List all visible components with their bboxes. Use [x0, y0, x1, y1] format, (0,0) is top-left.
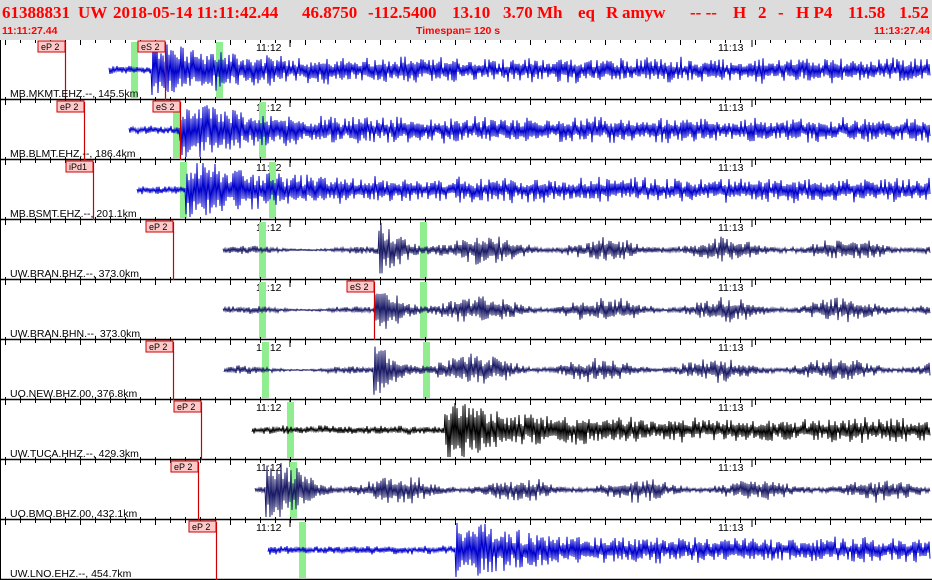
waveform-trace[interactable]	[222, 293, 931, 329]
trace-row[interactable]: 11:12 11:13 eP 2 UO.BMO.BHZ.00, 432.1km	[0, 457, 932, 521]
event-summary-line: 61388831 UW 2018-05-14 11:11:42.44 46.87…	[0, 3, 932, 25]
gap-code: 2	[758, 3, 767, 22]
trace-row[interactable]: 11:12 11:13 eP 2 eS 2 MB.MKMT.EHZ.--, 145.5k…	[0, 40, 932, 101]
waveform-trace[interactable]	[254, 462, 931, 518]
pick-label: eP 2	[149, 222, 167, 232]
depth: 13.10	[452, 3, 491, 22]
pick-label: eP 2	[149, 342, 167, 352]
longitude: -112.5400	[368, 3, 437, 22]
phase-code: H P4	[796, 3, 833, 22]
minute-label: 11:12	[256, 522, 282, 534]
waveform-trace[interactable]	[222, 222, 931, 274]
pick-label: eP 2	[60, 102, 78, 112]
trace-row[interactable]: 11:12 11:13 iPd1 MB.BSMT.EHZ.--, 201.1km	[0, 157, 932, 221]
timespan-label: Timespan= 120 s	[416, 25, 501, 37]
minute-label: 11:13	[718, 282, 744, 294]
pick-label: eP 2	[41, 42, 59, 52]
pick-label-box[interactable]	[346, 280, 375, 293]
event-type: eq	[578, 3, 595, 22]
station-label: MB.BLMT.EHZ.--, 186.4km	[10, 148, 136, 160]
pick-label: eP 2	[192, 522, 210, 532]
minute-label: 11:12	[256, 402, 282, 414]
pick-label: eS 2	[156, 102, 175, 112]
station-label: UW.BRAN.BHZ.--, 373.0km	[10, 268, 139, 280]
event-header: 61388831 UW 2018-05-14 11:11:42.44 46.87…	[0, 0, 932, 40]
station-label: UW.TUCA.HHZ.--, 429.3km	[10, 448, 139, 460]
station-label: MB.BSMT.EHZ.--, 201.1km	[10, 208, 137, 220]
origin-time: 2018-05-14 11:11:42.44	[113, 3, 279, 22]
pick-label-box[interactable]	[145, 220, 174, 233]
pick-label: eP 2	[177, 402, 195, 412]
flags: -- --	[690, 3, 717, 22]
waveform-trace[interactable]	[136, 162, 931, 218]
minute-label: 11:13	[718, 162, 744, 174]
separator-dash: -	[778, 3, 784, 22]
pick-label-box[interactable]	[56, 100, 85, 113]
station-label: UO.NEW.BHZ.00, 376.8km	[10, 388, 137, 400]
seismogram-panel[interactable]: 11:12 11:13 eP 2 eS 2 MB.MKMT.EHZ.--, 145.5k…	[0, 40, 932, 580]
minute-label: 11:12	[256, 42, 282, 54]
event-id: 61388831	[2, 3, 70, 22]
minute-label: 11:13	[718, 42, 744, 54]
minute-label: 11:13	[718, 222, 744, 234]
minute-label: 11:13	[718, 342, 744, 354]
pick-label: eP 2	[174, 462, 192, 472]
quality-code: H	[733, 3, 747, 22]
minute-label: 11:13	[718, 102, 744, 114]
time-window-bar: 11:11:27.44 Timespan= 120 s 11:13:27.44	[0, 25, 932, 38]
pick-label-box[interactable]	[145, 340, 174, 353]
pick-label-box[interactable]	[37, 40, 66, 53]
minute-label: 11:12	[256, 462, 282, 474]
analyst-name: amyw	[622, 3, 666, 22]
waveform-trace[interactable]	[267, 522, 931, 578]
station-label: UW.BRAN.BHN.--, 373.0km	[10, 328, 140, 340]
pick-label: iPd1	[69, 162, 87, 172]
pick-label-box[interactable]	[188, 520, 217, 533]
window-start-time: 11:11:27.44	[2, 25, 58, 37]
waveform-trace[interactable]	[108, 42, 931, 96]
waveform-trace[interactable]	[223, 346, 931, 395]
waveform-trace[interactable]	[128, 105, 931, 158]
pick-label-box[interactable]	[137, 40, 166, 53]
rms-value-b: 1.52	[899, 3, 929, 22]
station-label: UW.LNO.EHZ.--, 454.7km	[10, 568, 132, 580]
pick-label: eS 2	[350, 282, 369, 292]
trace-row[interactable]: 11:12 11:13 eP 2 UW.LNO.EHZ.--, 454.7km	[0, 517, 932, 580]
minute-label: 11:13	[718, 522, 744, 534]
pick-label-box[interactable]	[173, 400, 202, 413]
station-label: MB.MKMT.EHZ.--, 145.5km	[10, 88, 139, 100]
waveform-trace[interactable]	[251, 402, 931, 458]
latitude: 46.8750	[302, 3, 358, 22]
pick-label-box[interactable]	[170, 460, 199, 473]
trace-row[interactable]: 11:12 11:13 eP 2 UW.TUCA.HHZ.--, 429.3km	[0, 397, 932, 461]
minute-label: 11:12	[256, 162, 282, 174]
minute-label: 11:13	[718, 402, 744, 414]
minute-label: 11:13	[718, 462, 744, 474]
window-end-time: 11:13:27.44	[873, 25, 930, 37]
rms-value-a: 11.58	[848, 3, 886, 22]
review-flag: R	[606, 3, 619, 22]
magnitude: 3.70 Mh	[503, 3, 563, 22]
pick-label-box[interactable]	[152, 100, 181, 113]
station-label: UO.BMO.BHZ.00, 432.1km	[10, 508, 137, 520]
pick-label-box[interactable]	[65, 160, 94, 173]
pick-label: eS 2	[141, 42, 160, 52]
network-code: UW	[78, 3, 108, 22]
